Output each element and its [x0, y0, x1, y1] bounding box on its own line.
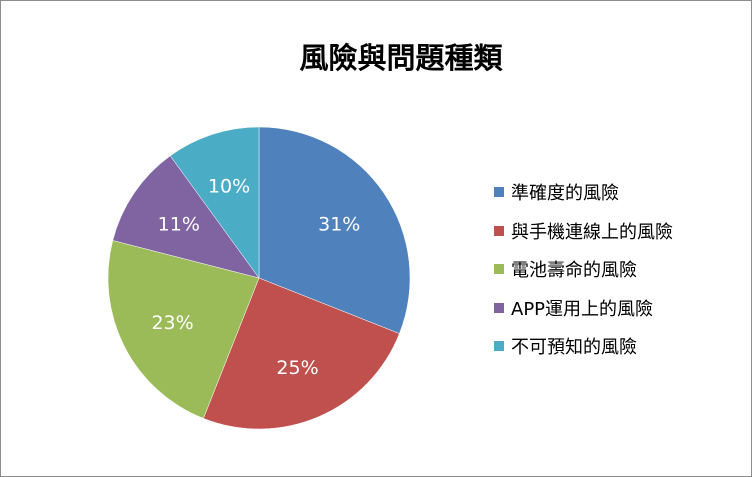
legend: 準確度的風險與手機連線上的風險 電池壽命的風險 APP運用上的風險 不可預知的風險	[494, 173, 673, 366]
legend-item-4: APP運用上的風險	[494, 289, 673, 328]
slice-label-2: 25%	[276, 357, 318, 379]
legend-label-2: 與手機連線上的風險	[511, 221, 673, 243]
legend-label-5: 不可預知的風險	[511, 337, 637, 359]
legend-swatch-5	[494, 341, 504, 352]
legend-label-3: 電池壽命的風險	[511, 260, 637, 282]
pie-slice-4	[112, 155, 260, 279]
pie-slice-1	[258, 126, 411, 334]
slice-label-3: 23%	[151, 312, 193, 334]
legend-label-4: APP運用上的風險	[511, 298, 654, 320]
legend-label-1: 準確度的風險	[511, 183, 619, 205]
legend-item-5: 不可預知的風險	[494, 327, 673, 366]
legend-item-2: 與手機連線上的風險	[494, 212, 673, 251]
legend-swatch-2	[494, 225, 504, 236]
slice-label-1: 31%	[318, 213, 360, 235]
legend-item-1: 準確度的風險	[494, 173, 673, 212]
legend-item-3: 電池壽命的風險	[494, 250, 673, 289]
legend-swatch-4	[494, 302, 504, 313]
slice-label-5: 10%	[208, 176, 250, 198]
pie-slice-3	[107, 240, 260, 419]
slice-label-4: 11%	[158, 213, 200, 235]
legend-swatch-3	[494, 264, 504, 275]
legend-swatch-1	[494, 187, 504, 198]
chart-title: 風險與問題種類	[299, 41, 503, 75]
pie-slice-5	[169, 126, 260, 279]
pie-slice-2	[203, 277, 400, 430]
